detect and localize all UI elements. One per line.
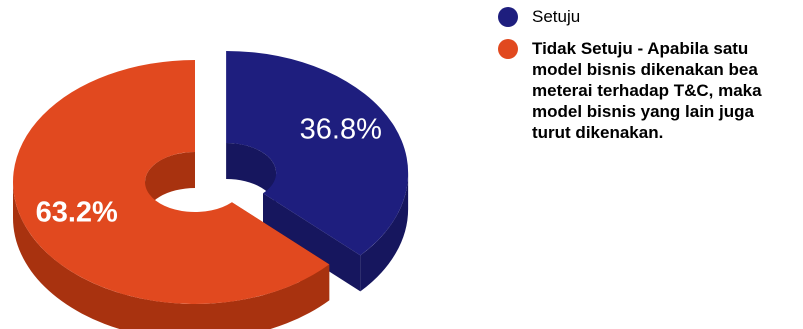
pie-chart-svg: 36.8% 63.2% <box>13 50 409 329</box>
legend-swatch-setuju <box>498 7 518 27</box>
pie-chart: 36.8% 63.2% <box>13 50 409 329</box>
legend-label-tidak-setuju: Tidak Setuju - Apabila satu model bisnis… <box>532 39 762 142</box>
legend-item-setuju: Setuju <box>497 6 797 27</box>
value-label-setuju: 36.8% <box>300 114 382 146</box>
slice-cut-face-0-1 <box>262 193 361 292</box>
slice-setuju <box>226 50 409 256</box>
slice-inner-wall-0 <box>226 142 277 209</box>
slice-inner-wall-1 <box>145 152 195 218</box>
legend-label-setuju: Setuju <box>532 7 581 26</box>
legend-swatch-tidak-setuju <box>498 39 518 59</box>
slice-tidak-setuju <box>13 60 330 304</box>
legend-item-tidak-setuju: Tidak Setuju - Apabila satu model bisnis… <box>497 38 797 143</box>
slice-outer-wall-1 <box>13 182 330 329</box>
legend: Setuju Tidak Setuju - Apabila satu model… <box>497 6 797 143</box>
value-label-tidak-setuju: 63.2% <box>36 197 118 229</box>
slice-outer-wall-0 <box>360 172 409 292</box>
